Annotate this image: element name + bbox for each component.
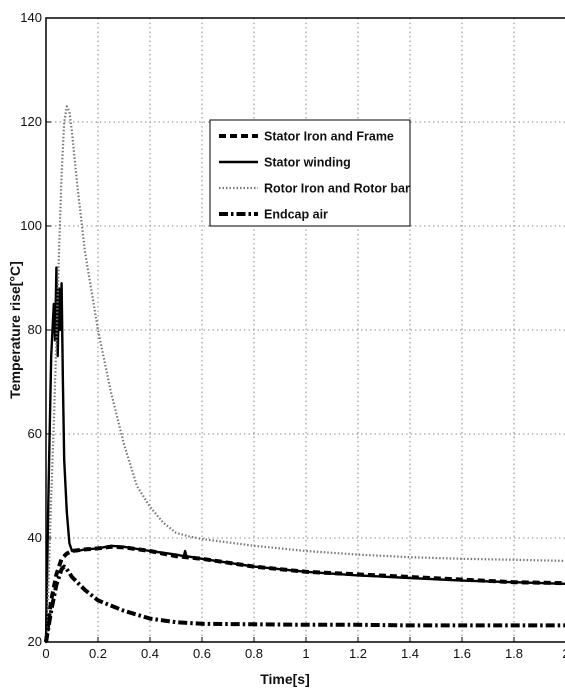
- legend: Stator Iron and Frame Stator winding Rotor…: [209, 119, 411, 227]
- x-tick-label: 1: [302, 646, 309, 661]
- x-tick-label: 0.8: [245, 646, 263, 661]
- series-line-endcap-air: [44, 564, 565, 643]
- y-tick-label: 80: [28, 322, 42, 337]
- y-axis-label: Temperature rise[°C]: [7, 261, 23, 399]
- x-tick-label: 1.4: [401, 646, 419, 661]
- series-line-rotor-iron-and-rotor-bar: [44, 105, 565, 643]
- legend-label: Stator Iron and Frame: [264, 130, 394, 144]
- series-line-stator-winding: [44, 266, 565, 644]
- x-tick-label: 0.2: [89, 646, 107, 661]
- legend-label: Endcap air: [264, 208, 328, 222]
- y-tick-label: 100: [20, 218, 42, 233]
- grid-layer: [46, 18, 565, 642]
- x-tick-label: 0.4: [141, 646, 159, 661]
- tick-layer: 0 0.2 0.4 0.6 0.8 1 1.2 1.4 1.6 1.8 2 20 40 60 80 100 12…: [20, 10, 565, 661]
- x-axis-label: Time[s]: [260, 671, 310, 687]
- x-tick-label: 0.6: [193, 646, 211, 661]
- x-tick-label: 1.2: [349, 646, 367, 661]
- y-tick-label: 40: [28, 530, 42, 545]
- x-tick-label: 1.8: [505, 646, 523, 661]
- x-tick-label: 0: [42, 646, 49, 661]
- legend-label: Stator winding: [264, 156, 351, 170]
- y-tick-label: 140: [20, 10, 42, 25]
- series-layer: [44, 105, 565, 644]
- y-tick-label: 120: [20, 114, 42, 129]
- y-tick-label: 60: [28, 426, 42, 441]
- legend-items: Stator Iron and Frame Stator winding Rotor…: [219, 130, 410, 222]
- y-tick-label: 20: [28, 634, 42, 649]
- x-tick-label: 1.6: [453, 646, 471, 661]
- x-tick-label: 2: [562, 646, 565, 661]
- legend-label: Rotor Iron and Rotor bar: [264, 182, 410, 196]
